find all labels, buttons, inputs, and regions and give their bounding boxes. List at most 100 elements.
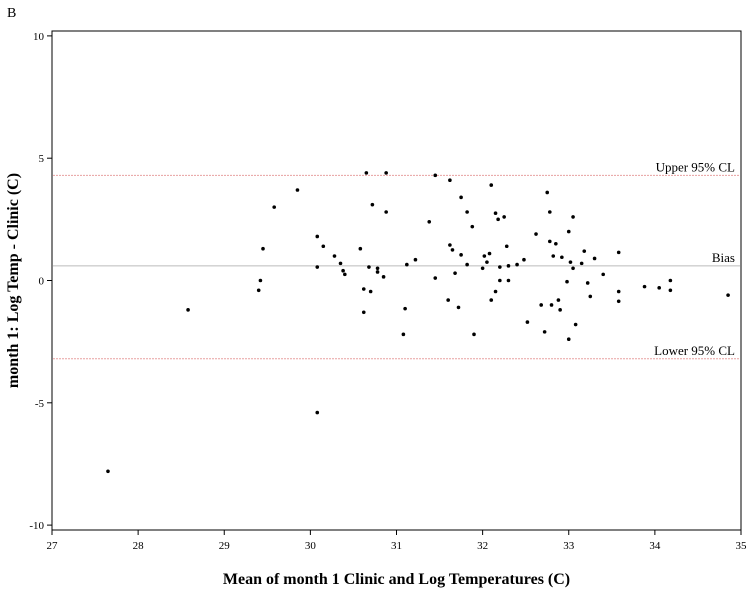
data-point [343, 272, 347, 277]
data-point [522, 257, 526, 262]
data-point [295, 188, 300, 192]
reference-lines: Upper 95% CL Bias Lower 95% CL [53, 159, 740, 360]
data-point [545, 190, 550, 195]
y-tick-label: -5 [35, 398, 45, 410]
data-point [657, 286, 661, 290]
y-axis-title: month 1: Log Temp - Clinic (C) [5, 173, 22, 388]
data-point [433, 276, 438, 280]
data-point [548, 239, 552, 244]
data-point [498, 278, 502, 283]
data-point [472, 332, 476, 337]
data-point [565, 279, 569, 284]
data-point [588, 294, 593, 299]
data-point [448, 178, 452, 183]
data-point [106, 469, 110, 474]
data-point [315, 265, 320, 269]
data-point [506, 278, 511, 283]
data-point [487, 251, 492, 256]
data-point [401, 332, 406, 337]
data-point [450, 248, 455, 252]
data-point [465, 262, 469, 267]
data-point [489, 298, 494, 302]
data-point [403, 306, 407, 311]
x-tick-label: 31 [391, 540, 402, 552]
x-tick-label: 27 [47, 540, 59, 552]
data-point [668, 278, 673, 283]
data-point [413, 257, 418, 262]
data-point [558, 308, 562, 312]
data-point [642, 284, 647, 289]
data-point [560, 255, 564, 260]
panel-label: B [7, 6, 16, 21]
data-point [261, 246, 265, 251]
x-tick-label: 33 [563, 540, 575, 552]
x-tick-label: 34 [649, 540, 661, 552]
data-point [601, 272, 605, 277]
data-point [616, 250, 621, 255]
data-point [502, 215, 506, 219]
data-point [616, 299, 621, 304]
data-point [506, 264, 511, 268]
data-point [370, 202, 375, 207]
data-point [368, 289, 373, 294]
data-point [498, 265, 502, 269]
data-point [556, 298, 561, 302]
y-tick-label: 0 [39, 276, 45, 288]
data-point [258, 278, 263, 283]
data-point [542, 330, 547, 334]
data-point [453, 271, 457, 275]
reference-line-label: Bias [712, 250, 735, 265]
data-point [459, 195, 463, 200]
y-tick-label: 5 [39, 153, 45, 165]
data-point [668, 288, 673, 293]
data-point [573, 322, 578, 327]
reference-line-label: Lower 95% CL [654, 343, 735, 358]
data-point [485, 260, 489, 264]
data-point [456, 305, 461, 310]
data-point [315, 410, 320, 415]
data-point [321, 244, 326, 249]
data-point [579, 261, 584, 266]
data-point [534, 232, 538, 236]
y-tick-label: -10 [29, 520, 44, 532]
axes: 27 28 29 30 31 32 33 34 35 10 5 0 -5 -10 [29, 30, 748, 552]
x-tick-label: 30 [305, 540, 317, 552]
data-point [332, 254, 337, 258]
data-point [726, 293, 730, 297]
data-point [364, 171, 369, 175]
data-point [338, 261, 343, 266]
data-point [381, 275, 386, 279]
data-point [361, 310, 366, 315]
data-point [256, 288, 261, 293]
data-point [493, 289, 498, 294]
data-point [554, 242, 558, 246]
x-tick-label: 29 [219, 540, 231, 552]
x-tick-label: 35 [736, 540, 748, 552]
data-point [384, 210, 388, 214]
data-point [384, 171, 388, 175]
data-point [367, 265, 371, 269]
data-point [427, 219, 432, 224]
data-point [405, 262, 409, 267]
data-point [504, 244, 509, 249]
data-point [375, 266, 380, 271]
data-point [551, 254, 556, 258]
data-point [585, 281, 590, 285]
data-point [489, 183, 494, 187]
data-point [515, 262, 519, 267]
data-point [186, 308, 190, 312]
plot-frame [51, 30, 742, 531]
data-point [548, 210, 552, 214]
data-point [539, 303, 543, 307]
data-point [341, 268, 345, 273]
data-point [315, 234, 320, 239]
data-point [272, 205, 277, 209]
data-point [375, 270, 380, 274]
data-points [106, 171, 730, 474]
data-point [459, 253, 463, 257]
y-tick-label: 10 [33, 31, 45, 43]
data-point [568, 260, 573, 264]
data-point [448, 243, 452, 247]
data-point [470, 224, 475, 229]
